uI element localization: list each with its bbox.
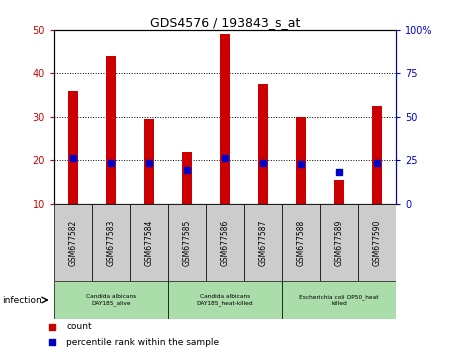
Text: Candida albicans
DAY185_heat-killed: Candida albicans DAY185_heat-killed <box>197 294 253 306</box>
FancyBboxPatch shape <box>358 204 396 281</box>
FancyBboxPatch shape <box>168 281 282 319</box>
FancyBboxPatch shape <box>54 281 168 319</box>
FancyBboxPatch shape <box>244 204 282 281</box>
FancyBboxPatch shape <box>168 204 206 281</box>
FancyBboxPatch shape <box>206 204 244 281</box>
Text: GSM677589: GSM677589 <box>334 219 343 266</box>
Bar <box>144 119 154 204</box>
Bar <box>296 117 306 204</box>
Text: percentile rank within the sample: percentile rank within the sample <box>66 338 219 347</box>
Bar <box>258 84 268 204</box>
Text: Escherichia coli OP50_heat
killed: Escherichia coli OP50_heat killed <box>299 294 379 306</box>
FancyBboxPatch shape <box>320 204 358 281</box>
Text: GSM677588: GSM677588 <box>297 219 306 266</box>
Text: GSM677582: GSM677582 <box>68 219 77 266</box>
FancyBboxPatch shape <box>92 204 130 281</box>
Text: infection: infection <box>2 296 42 304</box>
Bar <box>106 56 116 204</box>
Bar <box>372 106 382 204</box>
Bar <box>182 152 192 204</box>
Text: GSM677590: GSM677590 <box>373 219 382 266</box>
Text: count: count <box>66 322 92 331</box>
FancyBboxPatch shape <box>54 204 92 281</box>
Text: Candida albicans
DAY185_alive: Candida albicans DAY185_alive <box>86 294 136 306</box>
Bar <box>68 91 78 204</box>
Bar <box>220 34 230 204</box>
Text: GSM677587: GSM677587 <box>258 219 267 266</box>
Text: GSM677586: GSM677586 <box>220 219 230 266</box>
Text: GSM677583: GSM677583 <box>107 219 116 266</box>
FancyBboxPatch shape <box>282 281 396 319</box>
Bar <box>334 180 344 204</box>
FancyBboxPatch shape <box>130 204 168 281</box>
Text: GSM677584: GSM677584 <box>144 219 153 266</box>
FancyBboxPatch shape <box>282 204 320 281</box>
Title: GDS4576 / 193843_s_at: GDS4576 / 193843_s_at <box>150 16 300 29</box>
Text: GSM677585: GSM677585 <box>183 219 192 266</box>
